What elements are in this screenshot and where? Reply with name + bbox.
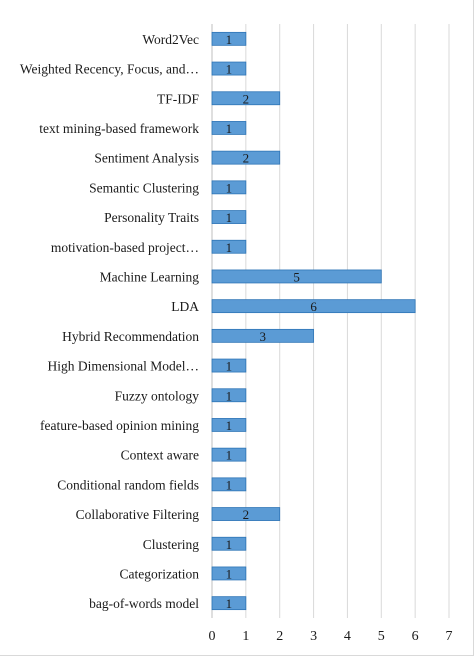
- category-label: Machine Learning: [100, 269, 200, 284]
- data-label: 1: [226, 418, 233, 433]
- x-tick-label: 7: [446, 629, 453, 644]
- category-label: TF-IDF: [157, 91, 199, 106]
- category-labels: Word2Vec Weighted Recency, Focus, and… TF-…: [20, 32, 200, 611]
- x-tick-labels: 0 1 2 3 4 5 6 7: [209, 629, 453, 644]
- data-label: 5: [293, 269, 300, 284]
- category-label: Conditional random fields: [57, 477, 199, 492]
- bar: [211, 507, 281, 521]
- x-tick-label: 6: [412, 629, 419, 644]
- data-label: 2: [243, 507, 250, 522]
- data-label: 1: [226, 566, 233, 581]
- category-label: text mining-based framework: [39, 121, 199, 136]
- category-label: High Dimensional Model…: [48, 359, 200, 374]
- data-label: 1: [226, 62, 233, 77]
- bar: [211, 121, 247, 135]
- category-label: Hybrid Recommendation: [62, 329, 199, 344]
- category-label: Semantic Clustering: [89, 180, 199, 195]
- category-label: Personality Traits: [104, 210, 199, 225]
- bar: [211, 566, 247, 581]
- data-label: 1: [226, 388, 233, 403]
- data-label: 1: [226, 448, 233, 463]
- category-label: LDA: [171, 299, 199, 314]
- category-label: feature-based opinion mining: [40, 418, 199, 433]
- data-label: 6: [310, 299, 317, 314]
- bar: [211, 269, 382, 284]
- data-label: 1: [226, 537, 233, 552]
- bar: [211, 31, 247, 46]
- category-label: Word2Vec: [142, 32, 199, 47]
- bar: [211, 477, 247, 492]
- data-label: 1: [226, 210, 233, 225]
- grid-layer: [211, 24, 450, 618]
- x-tick-label: 3: [310, 629, 317, 644]
- category-label: Sentiment Analysis: [94, 151, 199, 166]
- data-label: 1: [226, 477, 233, 492]
- bar: [211, 596, 247, 611]
- category-label: Categorization: [120, 566, 200, 581]
- x-tick-label: 1: [242, 629, 249, 644]
- bar: [211, 61, 247, 76]
- bar: [211, 418, 247, 432]
- bar: [211, 91, 281, 106]
- category-label: bag-of-words model: [89, 596, 199, 611]
- x-tick-label: 4: [344, 629, 351, 644]
- category-label: Fuzzy ontology: [115, 388, 200, 403]
- data-label: 3: [260, 329, 267, 344]
- bar: [211, 299, 416, 314]
- category-label: motivation-based project…: [51, 240, 199, 255]
- x-tick-label: 0: [209, 629, 216, 644]
- data-label: 1: [226, 359, 233, 374]
- category-label: Weighted Recency, Focus, and…: [20, 62, 199, 77]
- data-label: 1: [226, 180, 233, 195]
- data-label: 2: [243, 151, 250, 166]
- data-label: 1: [226, 32, 233, 47]
- category-label: Clustering: [143, 537, 199, 552]
- x-tick-label: 5: [378, 629, 385, 644]
- bar: [211, 447, 247, 462]
- bar: [211, 210, 247, 224]
- data-label: 2: [243, 91, 250, 106]
- bar: [211, 358, 247, 373]
- category-label: Collaborative Filtering: [76, 507, 200, 522]
- category-label: Context aware: [121, 448, 199, 463]
- bar: [211, 239, 247, 254]
- bar: [211, 328, 314, 343]
- bar: [211, 180, 247, 195]
- x-tick-label: 2: [276, 629, 283, 644]
- data-label: 1: [226, 596, 233, 611]
- data-label: 1: [226, 240, 233, 255]
- data-label: 1: [226, 121, 233, 136]
- bar-layer: [211, 31, 416, 611]
- bar: [211, 388, 247, 403]
- bar: [211, 536, 247, 551]
- bar: [211, 150, 281, 165]
